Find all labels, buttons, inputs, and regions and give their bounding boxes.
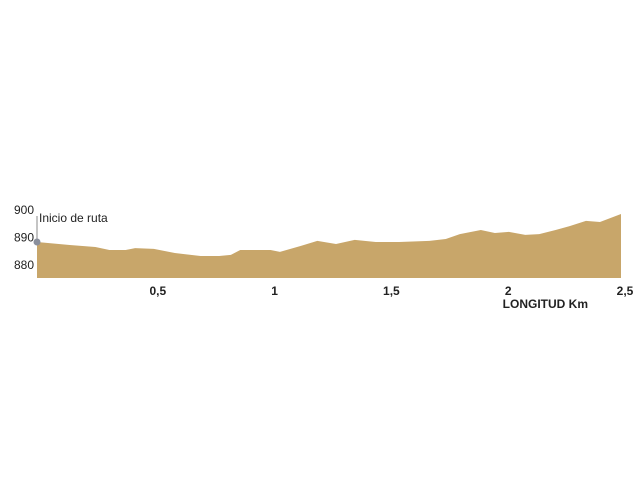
- annotation: Inicio de ruta: [39, 211, 108, 225]
- x-tick-label: 2: [505, 284, 512, 298]
- start-marker: [33, 238, 41, 246]
- x-tick-label: 2,5: [617, 284, 634, 298]
- x-tick-label: 1: [271, 284, 278, 298]
- elevation-area: [37, 214, 621, 278]
- x-tick-label: 1,5: [383, 284, 400, 298]
- y-tick-label: 890: [14, 231, 34, 245]
- x-axis-title: LONGITUD Km: [503, 297, 588, 311]
- y-tick-label: 900: [14, 203, 34, 217]
- y-tick-label: 880: [14, 258, 34, 272]
- x-tick-label: 0,5: [149, 284, 166, 298]
